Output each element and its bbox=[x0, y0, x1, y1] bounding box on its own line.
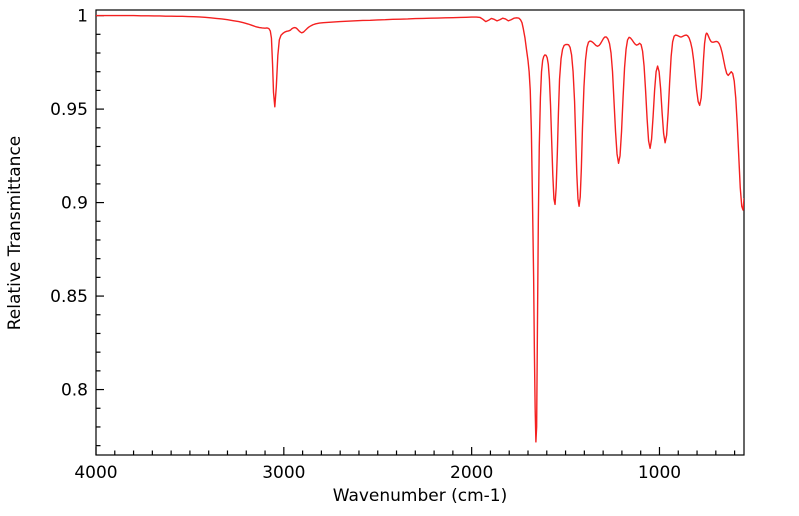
spectrum-trace bbox=[96, 14, 744, 443]
plot-frame bbox=[95, 9, 745, 456]
y-axis-ticks bbox=[96, 15, 104, 447]
x-axis-tick-labels: 4000 3000 2000 1000 bbox=[74, 463, 681, 483]
x-tick-label: 3000 bbox=[262, 463, 305, 483]
y-axis-title: Relative Transmittance bbox=[5, 136, 25, 331]
x-tick-label: 2000 bbox=[450, 463, 493, 483]
y-axis-tick-labels: 1 0.95 0.9 0.85 0.8 bbox=[50, 7, 88, 401]
y-tick-label: 0.9 bbox=[61, 194, 88, 214]
y-tick-label: 0.8 bbox=[61, 381, 88, 401]
y-tick-label: 0.95 bbox=[50, 100, 88, 120]
y-tick-label: 1 bbox=[77, 7, 88, 27]
y-tick-label: 0.85 bbox=[50, 287, 88, 307]
x-tick-label: 1000 bbox=[638, 463, 681, 483]
x-axis-title: Wavenumber (cm-1) bbox=[333, 486, 508, 506]
x-tick-label: 4000 bbox=[74, 463, 117, 483]
x-axis-ticks bbox=[95, 447, 736, 455]
